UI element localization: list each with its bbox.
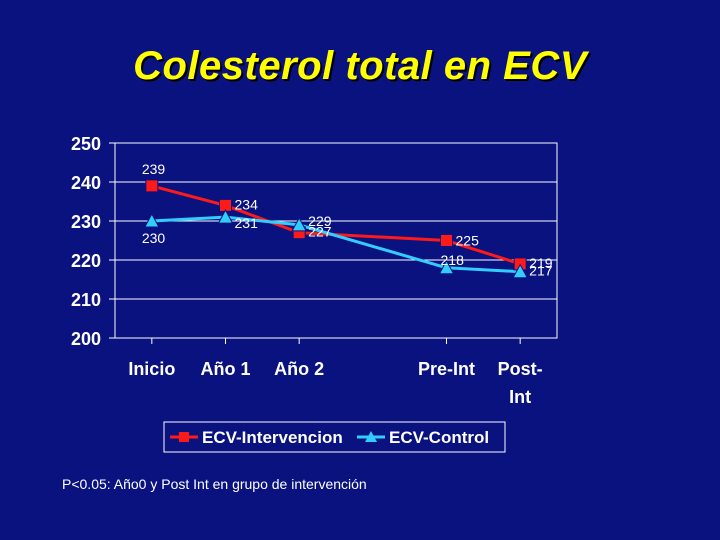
x-tick-label: Int bbox=[509, 387, 531, 407]
data-label: 239 bbox=[142, 161, 166, 177]
x-tick-label: Post- bbox=[498, 359, 543, 379]
x-tick-label: Pre-Int bbox=[418, 359, 475, 379]
data-label: 231 bbox=[235, 215, 259, 231]
legend-label: ECV-Control bbox=[389, 428, 489, 447]
slide-title: Colesterol total en ECV bbox=[133, 44, 587, 88]
y-tick-label: 200 bbox=[71, 329, 101, 349]
data-point-triangle bbox=[291, 216, 308, 232]
data-point-square bbox=[440, 234, 453, 247]
data-label: 219 bbox=[529, 255, 553, 271]
series-line-ecv-intervencion bbox=[151, 184, 521, 266]
legend-swatch-triangle bbox=[365, 431, 377, 442]
legend-label: ECV-Intervencion bbox=[202, 428, 343, 447]
data-point-triangle bbox=[438, 259, 455, 275]
x-tick-label: Año 1 bbox=[200, 359, 250, 379]
y-tick-label: 230 bbox=[71, 212, 101, 232]
data-label: 229 bbox=[308, 213, 332, 229]
data-point-square bbox=[145, 179, 159, 193]
data-label: 234 bbox=[235, 196, 259, 212]
y-tick-label: 210 bbox=[71, 290, 101, 310]
data-point-triangle bbox=[217, 209, 234, 224]
data-label: 217 bbox=[529, 263, 553, 279]
legend-swatch-square bbox=[179, 432, 189, 442]
data-point-triangle bbox=[512, 263, 529, 279]
footnote: P<0.05: Año0 y Post Int en grupo de inte… bbox=[62, 476, 367, 492]
x-tick-label: Año 2 bbox=[274, 359, 324, 379]
y-tick-label: 220 bbox=[71, 251, 101, 271]
data-label: 218 bbox=[441, 252, 465, 268]
data-point-triangle bbox=[143, 212, 160, 228]
data-label: 230 bbox=[142, 230, 166, 246]
data-label: 227 bbox=[308, 224, 332, 240]
legend-box bbox=[163, 421, 506, 453]
x-tick-label: Inicio bbox=[128, 359, 175, 379]
data-label: 225 bbox=[456, 233, 480, 249]
y-tick-label: 250 bbox=[71, 134, 101, 154]
plot-area bbox=[114, 142, 558, 339]
y-tick-label: 240 bbox=[71, 173, 101, 193]
